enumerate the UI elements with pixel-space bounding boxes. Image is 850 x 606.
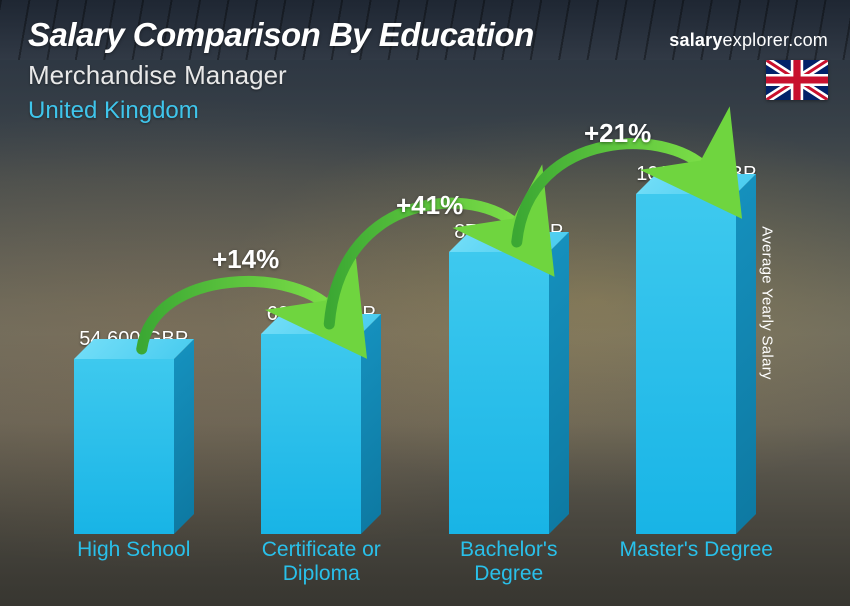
x-axis-label: Bachelor's Degree: [426, 538, 591, 586]
bar-1: 62,300 GBP: [239, 303, 404, 534]
page-subtitle: Merchandise Manager: [28, 60, 830, 91]
increase-badge: +41%: [396, 190, 463, 221]
bar-3: 106,000 GBP: [614, 163, 779, 534]
bar-2: 87,900 GBP: [426, 221, 591, 534]
increase-badge: +21%: [584, 118, 651, 149]
country-label: United Kingdom: [28, 97, 830, 125]
uk-flag-icon: [766, 60, 828, 100]
x-axis-label: Master's Degree: [614, 538, 779, 586]
bar-0: 54,600 GBP: [51, 328, 216, 534]
brand-label: salaryexplorer.com: [669, 30, 828, 51]
x-axis-label: High School: [51, 538, 216, 586]
brand-light: explorer: [723, 30, 789, 50]
increase-badge: +14%: [212, 244, 279, 275]
brand-strong: salary: [669, 30, 722, 50]
y-axis-label: Average Yearly Salary: [759, 226, 776, 380]
salary-bar-chart: 54,600 GBP62,300 GBP87,900 GBP106,000 GB…: [40, 160, 790, 586]
x-axis-label: Certificate or Diploma: [239, 538, 404, 586]
brand-tld: .com: [788, 30, 828, 50]
